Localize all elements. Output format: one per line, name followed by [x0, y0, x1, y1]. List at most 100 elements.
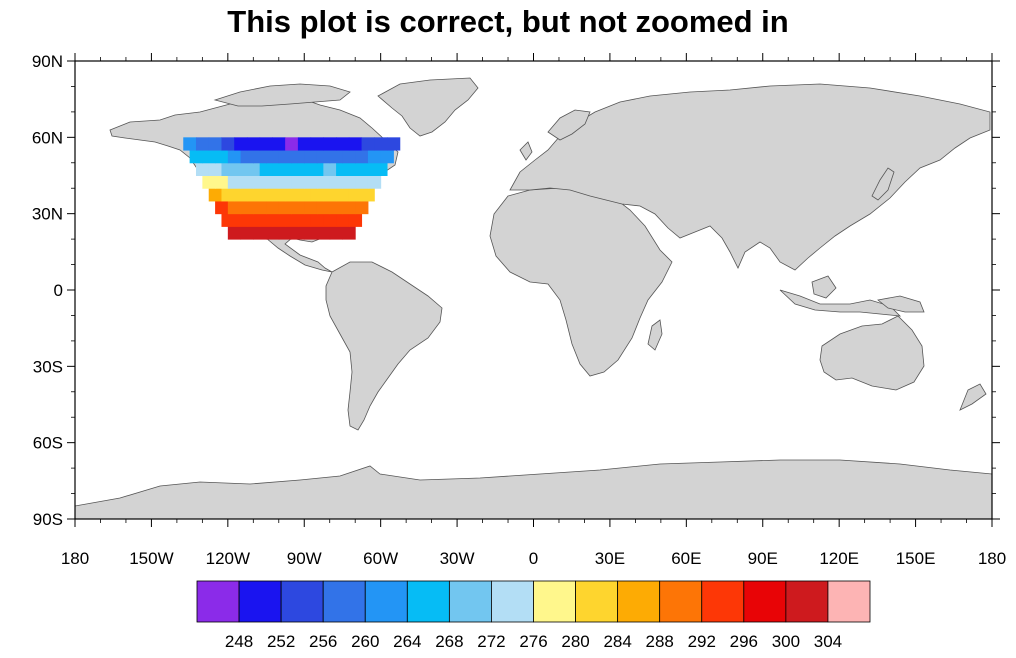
- field-cell: [227, 150, 242, 164]
- lon-tick-label: 150E: [896, 549, 936, 568]
- lon-tick-label: 30E: [595, 549, 625, 568]
- field-cell: [348, 162, 363, 176]
- field-cell: [221, 213, 235, 227]
- field-cell: [374, 137, 388, 151]
- field-cell: [336, 188, 350, 202]
- colorbar-swatch: [196, 580, 240, 623]
- field-cell: [246, 137, 261, 151]
- field-cell: [304, 200, 318, 215]
- field-cell: [361, 162, 375, 176]
- field-cell: [336, 137, 350, 151]
- lon-tick-label: 60W: [363, 549, 398, 568]
- colorbar-label: 276: [519, 632, 547, 651]
- field-cell: [202, 175, 216, 189]
- field-cell: [195, 137, 210, 151]
- field-cell: [259, 213, 273, 227]
- field-cell: [240, 175, 254, 189]
- field-cell: [291, 150, 305, 164]
- field-cell: [215, 150, 229, 164]
- lon-tick-label: 150W: [129, 549, 173, 568]
- field-cell: [253, 150, 267, 164]
- field-cell: [348, 137, 363, 151]
- colorbar-swatch: [701, 580, 745, 623]
- field-cell: [348, 213, 363, 227]
- colorbar-swatch: [364, 580, 408, 623]
- field-cell: [342, 150, 356, 164]
- colorbar-swatch: [827, 580, 871, 623]
- field-cell: [323, 188, 337, 202]
- colorbar-label: 284: [603, 632, 631, 651]
- latitude-ticks: 90N 60N 30N 0 30S 60S 90S: [32, 52, 1000, 529]
- lon-tick-label: 180: [978, 549, 1006, 568]
- field-cell: [304, 175, 318, 189]
- arctic-islands: [213, 83, 351, 107]
- field-cell: [329, 200, 343, 215]
- british-isles: [519, 141, 533, 161]
- field-cell: [316, 226, 331, 240]
- field-cell: [253, 175, 267, 189]
- field-cell: [367, 175, 382, 189]
- colorbar-label: 304: [814, 632, 842, 651]
- colorbar-label: 296: [730, 632, 758, 651]
- field-cell: [361, 188, 375, 202]
- field-cell: [297, 188, 312, 202]
- lat-tick-label: 0: [54, 281, 63, 300]
- field-cell: [246, 162, 261, 176]
- field-cell: [297, 213, 312, 227]
- field-cell: [202, 150, 216, 164]
- colorbar-label: 300: [772, 632, 800, 651]
- colorbar-label: 256: [309, 632, 337, 651]
- colorbar-label: 252: [267, 632, 295, 651]
- field-cell: [316, 150, 331, 164]
- field-cell: [316, 175, 331, 189]
- field-cell: [285, 162, 299, 176]
- field-cell: [272, 188, 286, 202]
- greenland: [377, 77, 479, 137]
- field-cell: [259, 188, 273, 202]
- field-cell: [240, 150, 254, 164]
- colorbar-swatch: [406, 580, 450, 623]
- field-cell: [310, 137, 324, 151]
- japan: [871, 167, 895, 201]
- colorbar-swatch: [659, 580, 703, 623]
- field-cell: [221, 188, 235, 202]
- field-cell: [361, 137, 375, 151]
- field-cell: [234, 188, 248, 202]
- new-guinea: [877, 295, 925, 313]
- field-cell: [278, 175, 293, 189]
- field-cell: [215, 175, 229, 189]
- field-cell: [234, 137, 248, 151]
- field-cell: [323, 213, 337, 227]
- colorbar-swatch: [322, 580, 366, 623]
- field-cell: [285, 213, 299, 227]
- field-cell: [355, 175, 369, 189]
- lon-tick-label: 90E: [748, 549, 778, 568]
- eurasia: [509, 83, 991, 271]
- lon-tick-label: 90W: [287, 549, 322, 568]
- colorbar-swatch: [785, 580, 829, 623]
- field-cell: [272, 213, 286, 227]
- field-cell: [227, 175, 242, 189]
- colorbar-swatch: [575, 580, 619, 623]
- field-cell: [297, 137, 312, 151]
- colorbar-label: 280: [561, 632, 589, 651]
- field-cell: [266, 175, 280, 189]
- colorbar-label: 248: [225, 632, 253, 651]
- field-cell: [208, 137, 222, 151]
- colorbar-label: 292: [688, 632, 716, 651]
- colorbar-label: 272: [477, 632, 505, 651]
- field-cell: [266, 200, 280, 215]
- field-cell: [234, 213, 248, 227]
- field-cell: [329, 175, 343, 189]
- field-cell: [272, 137, 286, 151]
- field-cell: [195, 162, 210, 176]
- colorbar-swatch: [533, 580, 576, 623]
- field-cell: [304, 226, 318, 240]
- field-cell: [329, 150, 343, 164]
- lat-tick-label: 90S: [33, 510, 63, 529]
- lon-tick-label: 60E: [671, 549, 701, 568]
- field-cell: [304, 150, 318, 164]
- field-cell: [272, 162, 286, 176]
- field-cell: [221, 137, 235, 151]
